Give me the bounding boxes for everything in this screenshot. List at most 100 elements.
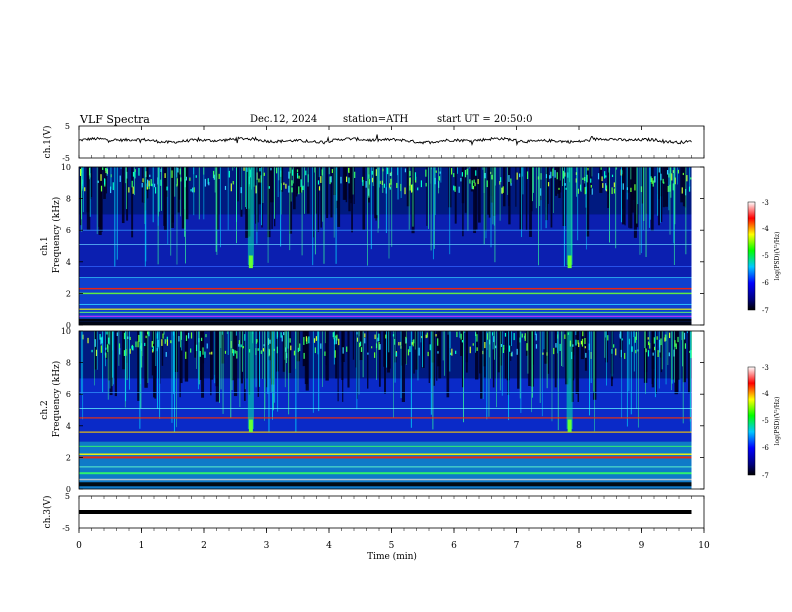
spec-speckle [645,348,647,353]
spec-speckle [285,183,287,189]
spec-speckle [346,346,348,352]
spec-speckle [137,341,139,348]
spec-sferic [288,331,290,415]
spec-sferic [105,331,106,367]
spec-speckle [371,170,373,175]
spec-speckle [202,347,204,355]
spec-sferic [174,167,176,197]
spec-speckle [132,186,134,194]
spec-sferic [589,331,591,416]
spec-speckle [604,171,606,179]
spec-speckle [112,182,114,191]
spec-ytick-label: 6 [66,226,71,235]
spec-sferic [358,331,360,395]
spec-speckle [299,343,301,352]
spec-speckle [129,336,131,340]
spec-speckle [192,187,194,193]
spec-speckle [314,347,316,354]
spec-speckle [260,350,262,354]
spec-speckle [104,178,106,185]
spec-speckle [425,334,427,339]
spec-speckle [461,172,463,177]
spec-speckle [283,332,285,336]
spec-speckle [578,342,580,348]
spec-speckle [123,350,126,356]
spec-speckle [591,188,593,195]
spec-sferic [621,167,623,223]
spec-speckle [377,337,379,342]
spec-speckle [280,332,282,338]
spec-dark-streak [374,167,378,219]
spec-sferic [535,167,537,209]
spec-speckle [100,185,103,192]
spec-speckle [516,348,518,355]
spec-sferic [203,167,205,175]
spec-speckle [298,175,300,179]
spec-dark-streak [166,167,168,197]
spec-dark-streak [289,167,293,234]
spec-sferic [442,331,444,361]
spec-sferic [126,331,128,381]
spec-speckle [647,350,650,357]
spec-speckle [672,170,674,173]
spec-speckle [185,176,187,181]
spec-sferic [520,331,522,413]
spec-sferic [297,331,299,394]
spec-speckle [230,183,232,192]
spec-speckle [634,184,636,191]
spec-speckle [559,343,561,351]
spec-sferic [219,331,220,403]
spec-empty [691,167,704,325]
spec-band [79,392,692,394]
spec-speckle [205,334,207,338]
spec-dark-streak [626,167,630,193]
spec-sferic [197,331,199,390]
spec-band [79,308,692,310]
spec-sferic [214,167,216,193]
spec-sferic [499,331,501,391]
spec-sferic [687,331,688,334]
spec-sferic [671,331,673,384]
spec-sferic [198,167,200,220]
spec-band [79,482,692,487]
spec-speckle [453,185,455,191]
ch2-spec-marks [79,331,704,489]
spec-sferic [126,167,128,210]
spec-sferic [553,167,554,214]
spec-speckle [577,188,579,194]
spec-speckle [584,338,586,344]
spec-sferic [475,331,476,353]
xtick-label: 10 [698,541,710,551]
spec-dark-streak [682,331,686,383]
spec-sferic [220,331,222,348]
spec-dark-streak [438,331,442,379]
spec-dark-streak [237,167,239,202]
spec-sferic [167,167,169,245]
x-axis-label: Time (min) [367,551,417,562]
spec-speckle [154,187,157,194]
spec-speckle [524,333,526,341]
figure-title: VLF Spectra [80,113,150,126]
spec-sferic [82,167,83,189]
spec-dark-streak [143,167,146,204]
spec-speckle [409,182,411,191]
xtick-label: 2 [201,541,207,551]
spec-speckle [409,346,411,353]
spec-sferic [322,167,323,222]
spec-speckle [631,346,633,352]
spec-sferic [358,331,360,337]
spec-zone-high [79,167,692,215]
ch1-waveform-line [78,134,692,147]
spec-band [79,472,692,475]
spec-speckle [508,175,510,182]
spec-dark-streak [454,167,457,224]
spec-speckle [224,350,227,354]
spec-sferic [372,167,374,187]
spec-speckle [160,179,162,186]
spec-speckle [185,351,187,359]
spec-speckle [178,336,180,342]
spec-band [79,453,692,455]
xtick-label: 3 [264,541,270,551]
spec-speckle [288,185,290,193]
spec-sferic [262,167,264,203]
